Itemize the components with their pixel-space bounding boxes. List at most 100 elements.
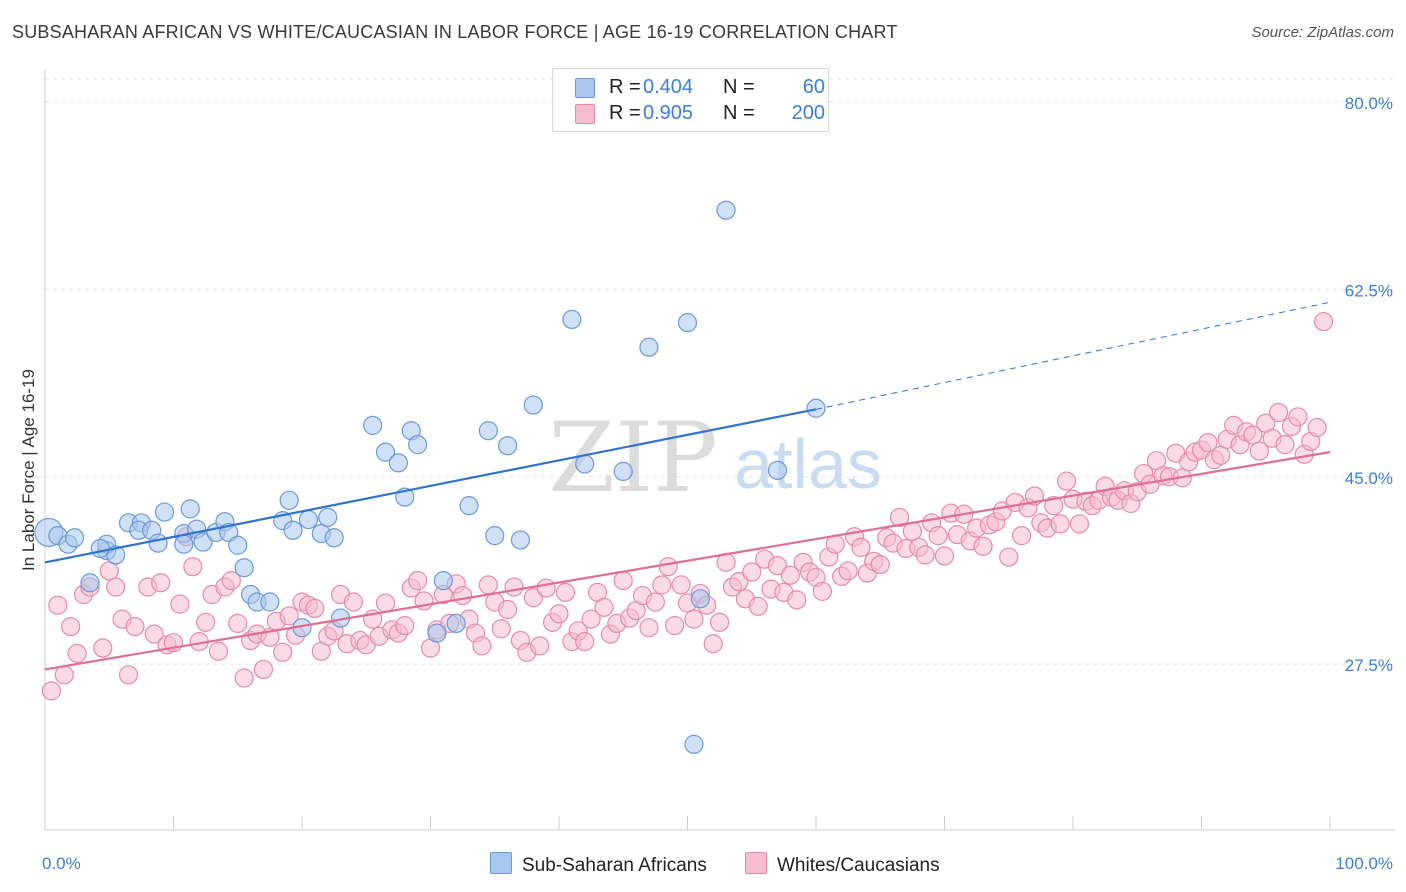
data-point-whites <box>93 638 113 658</box>
trend-layer <box>44 301 1331 671</box>
data-point-whites <box>902 521 922 541</box>
data-point-whites <box>221 570 241 591</box>
data-point-sub-saharan <box>64 528 85 548</box>
data-point-whites <box>928 526 948 546</box>
watermark-atlas: atlas <box>734 425 882 503</box>
data-point-sub-saharan <box>478 421 498 441</box>
watermark: ZIP atlas <box>548 402 882 514</box>
chart-title: SUBSAHARAN AFRICAN VS WHITE/CAUCASIAN IN… <box>12 22 898 42</box>
data-point-whites <box>41 681 62 701</box>
data-point-whites <box>787 590 807 610</box>
data-point-sub-saharan <box>363 415 383 435</box>
watermark-zip: ZIP <box>548 402 717 514</box>
data-point-whites <box>915 545 935 565</box>
data-point-whites <box>144 624 164 644</box>
data-point-sub-saharan <box>174 534 194 554</box>
tick-labels: 27.5% 45.0% 62.5% 80.0% 0.0% 100.0% <box>42 94 1393 873</box>
legend-r-label: R = <box>609 76 641 98</box>
data-point-whites <box>665 615 685 636</box>
trend-line-whites <box>44 451 1331 671</box>
data-point-sub-saharan <box>639 337 659 357</box>
data-point-sub-saharan <box>408 435 428 455</box>
y-tick-label: 62.5% <box>1345 281 1393 300</box>
bottom-legend-swatch-pink <box>745 852 767 874</box>
data-point-sub-saharan <box>427 623 447 643</box>
data-point-whites <box>748 596 768 616</box>
legend-swatch-blue <box>575 78 595 98</box>
data-point-whites <box>375 593 396 613</box>
data-point-whites <box>1268 402 1289 423</box>
data-point-sub-saharan <box>459 496 479 516</box>
data-point-sub-saharan <box>446 613 466 634</box>
data-point-sub-saharan <box>613 461 633 482</box>
data-point-whites <box>851 537 871 558</box>
data-point-sub-saharan <box>324 528 344 548</box>
data-point-whites <box>1211 445 1231 465</box>
data-point-sub-saharan <box>90 538 110 559</box>
data-point-sub-saharan <box>716 200 736 220</box>
data-point-whites <box>1288 407 1308 427</box>
data-point-whites <box>343 592 363 612</box>
data-point-whites <box>491 619 511 639</box>
data-point-sub-saharan <box>148 533 168 553</box>
data-point-sub-saharan <box>298 509 319 530</box>
data-point-whites <box>253 659 274 680</box>
data-point-whites <box>234 668 254 688</box>
y-tick-label: 45.0% <box>1345 469 1393 488</box>
data-point-whites <box>870 554 890 575</box>
data-point-whites <box>555 582 576 602</box>
data-point-sub-saharan <box>433 570 453 591</box>
data-point-whites <box>472 636 492 656</box>
bottom-legend-label: Sub-Saharan Africans <box>522 855 707 876</box>
data-point-whites <box>710 612 730 632</box>
data-point-sub-saharan <box>193 532 213 552</box>
data-point-whites <box>1275 435 1295 455</box>
data-point-sub-saharan <box>260 592 280 612</box>
data-point-sub-saharan <box>228 535 248 555</box>
data-point-whites <box>498 599 518 620</box>
trend-line-extension <box>815 301 1331 410</box>
data-point-sub-saharan <box>154 502 175 522</box>
data-point-whites <box>652 575 672 595</box>
y-tick-label: 27.5% <box>1345 656 1393 675</box>
data-point-whites <box>889 507 910 528</box>
data-point-whites <box>549 604 569 624</box>
data-point-whites <box>658 557 678 577</box>
bottom-legend-sub-saharan: Sub-Saharan Africans <box>490 852 707 876</box>
data-point-whites <box>581 609 601 629</box>
data-point-sub-saharan <box>677 313 698 333</box>
x-tick-label: 100.0% <box>1335 854 1393 873</box>
data-point-whites <box>228 613 248 634</box>
data-point-sub-saharan <box>767 460 788 480</box>
data-point-whites <box>170 594 190 614</box>
data-point-sub-saharan <box>234 558 254 578</box>
y-tick-label: 80.0% <box>1345 94 1393 113</box>
data-point-whites <box>1011 526 1032 546</box>
data-point-whites <box>838 561 858 581</box>
legend-r-value: 0.404 <box>643 76 694 98</box>
data-point-whites <box>639 618 659 638</box>
legend-n-value: 200 <box>791 102 825 124</box>
data-point-whites <box>125 617 145 637</box>
data-point-whites <box>395 615 415 636</box>
x-tick-label: 0.0% <box>42 854 81 873</box>
data-point-whites <box>729 572 749 592</box>
data-point-whites <box>1313 311 1334 332</box>
data-point-sub-saharan <box>375 442 396 462</box>
source-label: Source: ZipAtlas.com <box>1251 24 1394 41</box>
data-point-whites <box>973 536 993 556</box>
data-point-sub-saharan <box>510 530 531 550</box>
data-point-whites <box>767 556 788 576</box>
data-point-whites <box>408 570 428 591</box>
data-point-whites <box>118 665 139 685</box>
data-point-whites <box>780 565 800 585</box>
data-point-whites <box>305 598 325 619</box>
data-point-whites <box>684 609 704 629</box>
data-point-whites <box>1044 496 1064 516</box>
data-point-whites <box>67 643 87 663</box>
data-point-whites <box>453 585 473 606</box>
data-point-whites <box>1307 417 1327 438</box>
data-point-sub-saharan <box>279 490 299 510</box>
legend-swatch-pink <box>575 104 595 124</box>
data-point-whites <box>54 665 74 685</box>
